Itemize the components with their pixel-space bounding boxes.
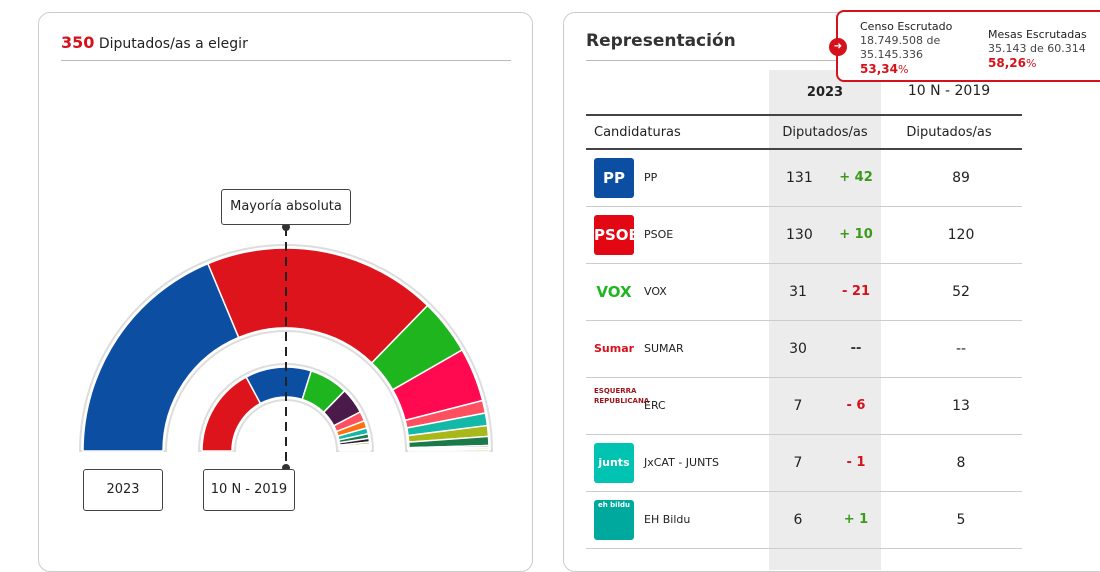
party-logo: PP [594,158,634,198]
majority-line-dot [282,223,290,231]
year-2019-button[interactable]: 10 N - 2019 [203,469,295,511]
seats-2019: 120 [947,227,975,243]
hemicycle-chart [78,223,494,472]
censo-value: 18.749.508 de [860,34,941,47]
pct-sign: % [1025,57,1037,70]
seats-diff: - 6 [846,398,866,413]
seats-2023: 130 [786,227,813,243]
party-logo: PSOE [594,215,639,255]
header-diputados-2019: Diputados/as [906,125,992,140]
party-name: EH Bildu [644,513,691,526]
censo-pct: 53,34 [860,62,898,76]
seats-2023: 6 [793,512,803,528]
year-2023-button[interactable]: 2023 [83,469,163,511]
party-logo: VOX [594,272,634,312]
seats-diff: - 21 [841,284,870,299]
seats-2023: 131 [786,170,813,186]
divider [61,60,511,61]
party-row[interactable]: PP PP 131 + 42 89 [586,150,1022,207]
representation-title: Representación [586,31,736,51]
seats-2019: -- [955,341,967,357]
party-name: VOX [644,285,667,298]
seats-2019: 13 [952,398,970,414]
party-row[interactable]: VOX VOX 31 - 21 52 [586,264,1022,321]
header-diputados-2023: Diputados/as [782,125,868,140]
divider [586,114,1022,116]
party-row[interactable]: PSOE PSOE 130 + 10 120 [586,207,1022,264]
seats-diff: - 1 [846,455,866,470]
party-name: JxCAT - JUNTS [644,456,720,469]
seats-2023: 7 [793,455,803,471]
seats-2019: 89 [952,170,970,186]
pct-sign: % [897,63,909,76]
seats-diff: + 10 [839,227,873,242]
seats-2019: 8 [956,455,966,471]
header-candidaturas: Candidaturas [594,125,681,140]
party-name: PP [644,171,658,184]
representation-panel: Representación 2023 10 N - 2019 Candidat… [563,12,1100,572]
seats-panel: 350 Diputados/as a elegir Mayoría absolu… [38,12,533,572]
scrutiny-popup: ➜ Censo Escrutado 18.749.508 de 35.145.3… [829,10,1100,82]
hemicycle-2023-seat-segment [82,262,240,452]
party-name: PSOE [644,228,674,241]
party-logo: junts [594,443,634,483]
divider [586,60,1022,61]
col-2019: 10 N - 2019 [907,83,991,99]
col-2023: 2023 [806,85,844,100]
mesas-value: 35.143 de 60.314 [988,42,1086,55]
party-name: SUMAR [644,342,684,355]
party-logo: eh bildu [594,500,634,540]
mesas-title: Mesas Escrutadas [988,28,1087,41]
hemicycle-2019-seat-segment [339,449,371,452]
party-row[interactable]: junts JxCAT - JUNTS 7 - 1 8 [586,435,1022,492]
censo-total: 35.145.336 [860,48,923,61]
party-logo: Sumar [594,329,634,369]
party-row[interactable]: Sumar SUMAR 30 -- -- [586,321,1022,378]
seats-2023: 30 [789,341,807,357]
seats-2023: 7 [793,398,803,414]
seats-2019: 52 [952,284,970,300]
seats-diff: + 42 [839,170,873,185]
seats-2019: 5 [956,512,966,528]
party-logo: ESQUERRA REPUBLICANA [594,386,649,426]
divider [586,148,1022,150]
party-name: ERC [644,399,666,412]
seats-2023: 31 [789,284,807,300]
party-row[interactable]: ESQUERRA REPUBLICANA ERC 7 - 6 13 [586,378,1022,435]
party-row[interactable]: eh bildu EH Bildu 6 + 1 5 [586,492,1022,549]
mesas-pct: 58,26 [988,56,1026,70]
arrow-right-icon[interactable]: ➜ [829,38,847,56]
hemicycle-2023-seat-segment [408,448,490,452]
seats-diff: + 1 [843,512,869,527]
majority-label: Mayoría absoluta [221,189,351,225]
censo-title: Censo Escrutado [860,20,953,33]
seats-diff: -- [850,341,862,356]
seats-title: 350 Diputados/as a elegir [61,33,248,52]
